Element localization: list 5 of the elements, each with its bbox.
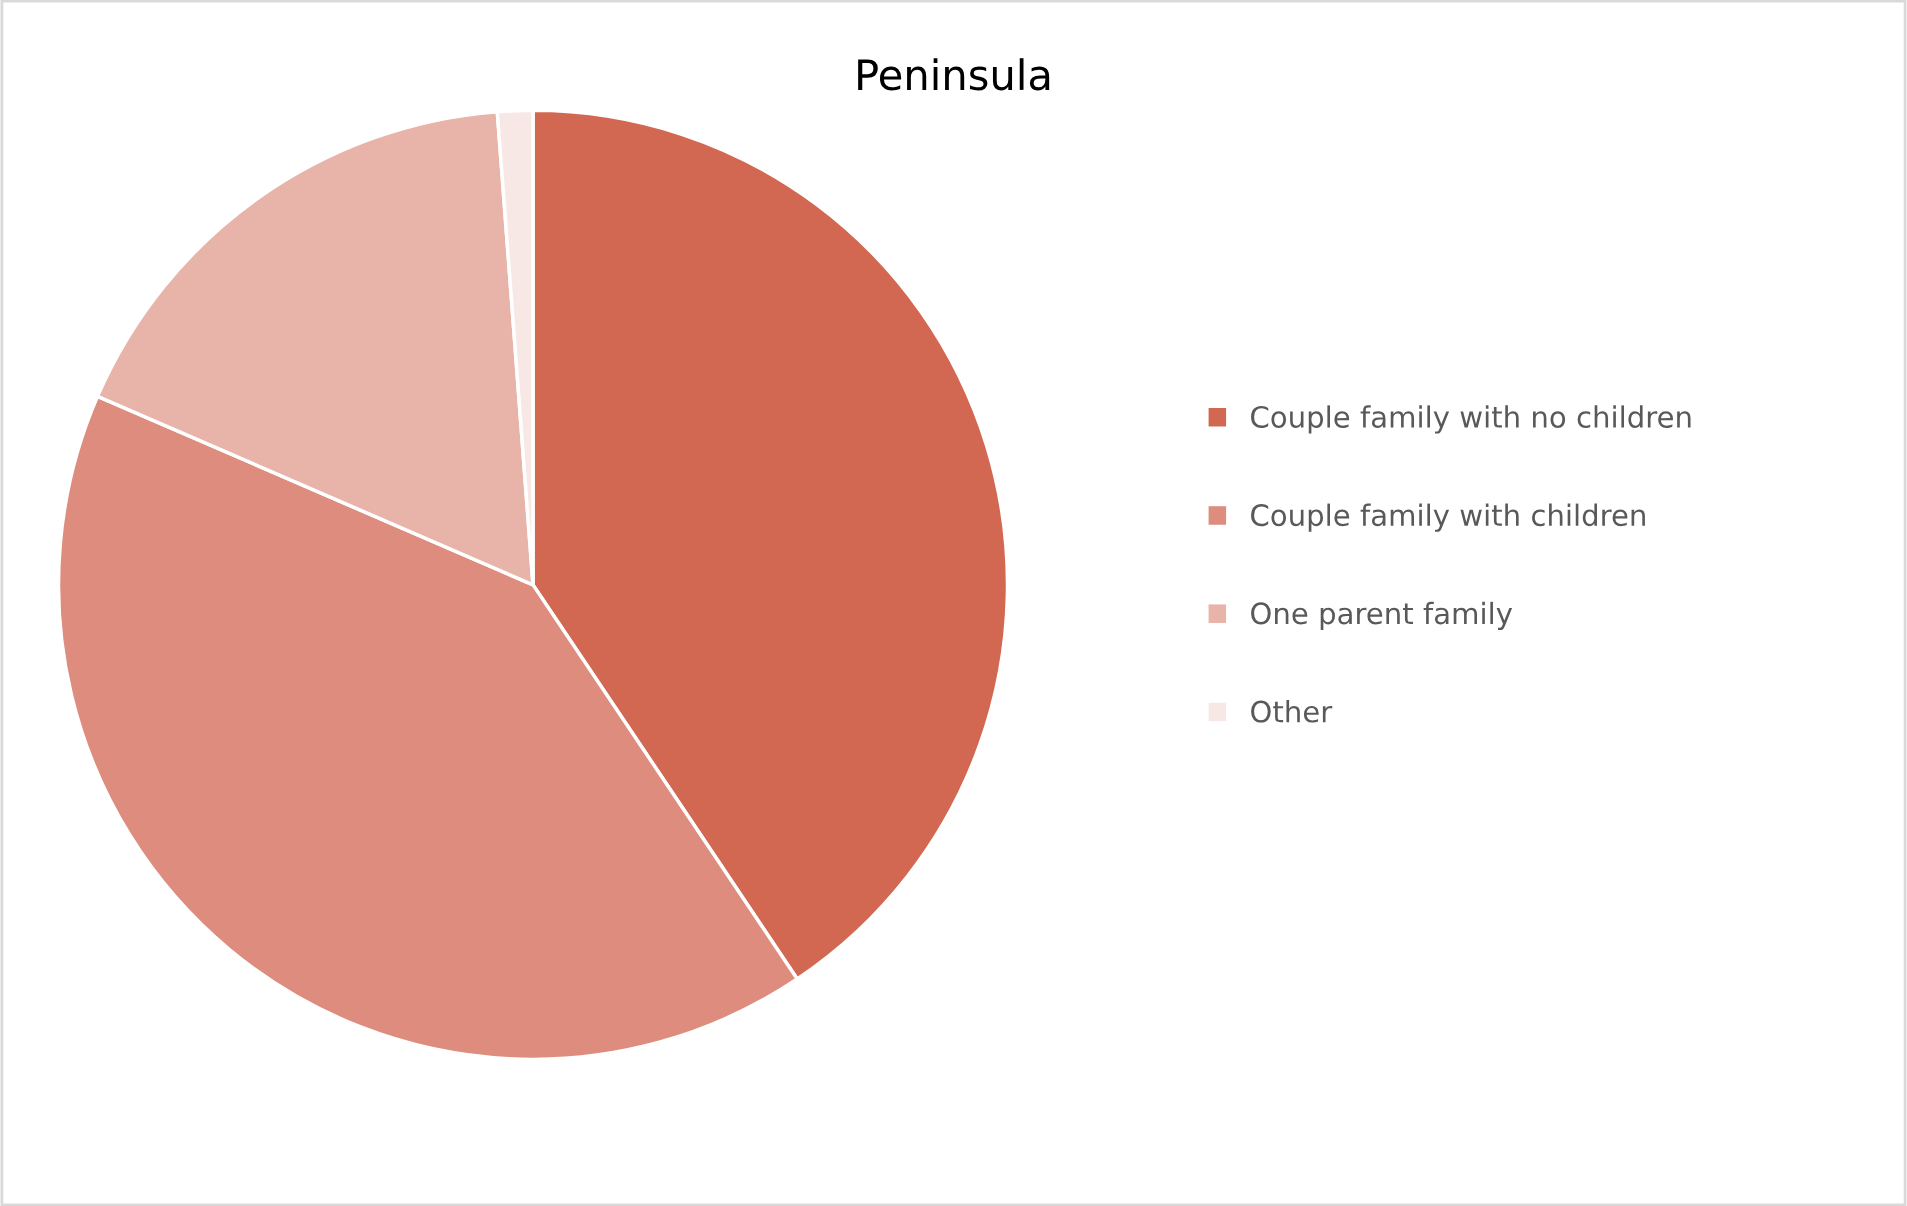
legend-label: Couple family with no children: [1251, 405, 1691, 434]
chart-title: Peninsula: [858, 58, 1050, 91]
legend-label: One parent family: [1251, 601, 1513, 631]
legend-label: Other: [1251, 700, 1333, 723]
legend-label: Couple family with children: [1251, 503, 1645, 532]
